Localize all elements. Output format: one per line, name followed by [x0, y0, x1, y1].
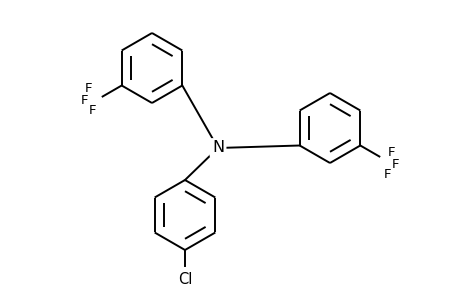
Text: N: N	[212, 140, 224, 155]
Text: F: F	[383, 168, 390, 181]
Text: F: F	[391, 158, 398, 171]
Text: F: F	[81, 94, 88, 107]
Text: F: F	[85, 82, 92, 95]
Text: Cl: Cl	[178, 272, 192, 287]
Text: F: F	[387, 146, 394, 159]
Text: F: F	[89, 104, 96, 117]
